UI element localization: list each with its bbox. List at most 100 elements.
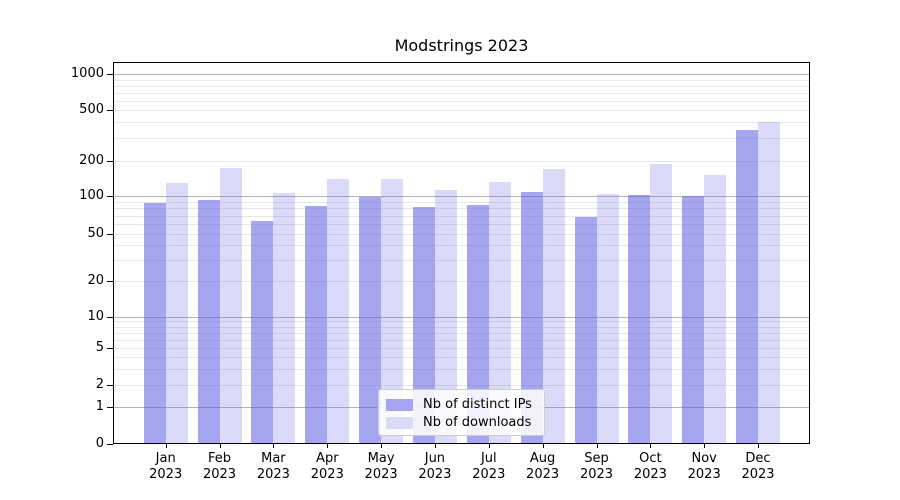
bar-nb-of-downloads-nov [704, 175, 727, 443]
gridline-y-9 [114, 321, 809, 323]
gridline-y-40 [114, 245, 809, 247]
bar-nb-of-downloads-oct [650, 163, 673, 443]
gridline-y-20 [114, 281, 809, 282]
bar-nb-of-downloads-apr [327, 179, 350, 443]
legend-label-distinct-ips: Nb of distinct IPs [423, 397, 532, 412]
y-tick-mark-100 [107, 196, 113, 198]
bar-nb-of-downloads-jul [488, 181, 511, 443]
x-tick-mark-jul [488, 444, 490, 448]
gridline-y-30 [114, 260, 809, 262]
gridline-y-90 [114, 202, 809, 203]
gridline-y-100 [114, 196, 809, 198]
x-tick-month: May [367, 451, 395, 466]
bar-nb-of-distinct-ips-nov [682, 196, 705, 443]
y-tick-label-100: 100 [79, 188, 104, 204]
bar-nb-of-distinct-ips-dec [736, 129, 758, 443]
gridline-y-60 [114, 224, 809, 226]
y-tick-label-0: 0 [95, 436, 104, 451]
x-tick-label-jan: Jan 2023 [134, 451, 198, 483]
x-tick-year: 2023 [202, 467, 237, 482]
bar-nb-of-distinct-ips-sep [574, 217, 597, 443]
y-tick-label-1: 1 [95, 399, 104, 415]
x-tick-label-oct: Oct 2023 [618, 451, 682, 483]
y-tick-mark-5 [107, 347, 113, 349]
gridline-y-10 [114, 316, 809, 318]
legend: Nb of distinct IPs Nb of downloads [378, 389, 545, 436]
gridline-y-700 [114, 92, 809, 94]
y-tick-label-50: 50 [87, 226, 104, 241]
x-tick-year: 2023 [149, 467, 183, 482]
gridline-y-8 [114, 326, 809, 328]
x-tick-year: 2023 [418, 467, 452, 482]
y-tick-label-200: 200 [79, 153, 104, 168]
x-tick-label-jul: Jul 2023 [457, 451, 521, 483]
gridline-y-50 [114, 234, 809, 235]
y-tick-mark-10 [107, 316, 113, 318]
x-tick-month: Jun [424, 451, 446, 466]
gridline-y-2 [114, 385, 809, 386]
gridline-y-900 [114, 79, 809, 81]
gridline-y-1000 [114, 74, 809, 75]
bar-nb-of-distinct-ips-may [359, 197, 382, 443]
bar-nb-of-distinct-ips-jun [412, 207, 435, 443]
bar-nb-of-distinct-ips-mar [251, 220, 274, 443]
gridline-y-80 [114, 208, 809, 210]
x-tick-year: 2023 [364, 467, 398, 482]
plot-area [113, 62, 810, 444]
gridline-y-70 [114, 215, 809, 217]
x-tick-month: Jul [480, 451, 497, 466]
bar-nb-of-distinct-ips-jan [143, 202, 166, 443]
y-tick-label-1000: 1000 [70, 66, 104, 81]
legend-swatch-downloads [386, 416, 413, 429]
y-tick-label-2: 2 [95, 377, 104, 392]
bar-nb-of-distinct-ips-oct [628, 195, 651, 443]
y-tick-label-500: 500 [79, 102, 104, 117]
bar-nb-of-downloads-jan [165, 182, 188, 443]
x-tick-label-aug: Aug 2023 [511, 451, 575, 483]
x-tick-label-sep: Sep 2023 [565, 451, 629, 483]
y-tick-mark-2 [107, 385, 113, 386]
x-tick-year: 2023 [310, 467, 344, 482]
chart-title: Modstrings 2023 [394, 36, 529, 55]
x-tick-month: Dec [745, 451, 771, 466]
x-tick-mark-mar [273, 444, 275, 448]
y-tick-mark-1000 [107, 74, 113, 75]
gridline-y-4 [114, 356, 809, 358]
x-tick-label-apr: Apr 2023 [295, 451, 359, 483]
x-tick-mark-may [381, 444, 383, 448]
x-tick-label-dec: Dec 2023 [726, 451, 790, 483]
y-tick-mark-200 [107, 161, 113, 162]
x-tick-month: Aug [529, 451, 556, 466]
y-tick-mark-500 [107, 110, 113, 111]
x-tick-month: Jan [155, 451, 176, 466]
x-tick-month: Feb [207, 451, 232, 466]
y-tick-label-10: 10 [87, 308, 104, 324]
y-tick-label-20: 20 [87, 273, 104, 288]
bar-nb-of-downloads-feb [219, 167, 242, 443]
bar-nb-of-downloads-jun [434, 190, 457, 443]
legend-swatch-distinct-ips [386, 398, 413, 411]
gridline-y-400 [114, 122, 809, 124]
x-tick-year: 2023 [472, 467, 506, 482]
bar-nb-of-downloads-may [381, 179, 404, 443]
bar-nb-of-downloads-dec [758, 122, 780, 443]
x-tick-mark-dec [758, 444, 759, 448]
gridline-y-300 [114, 138, 809, 140]
gridline-y-500 [114, 110, 809, 111]
legend-item-downloads: Nb of downloads [386, 416, 536, 429]
x-tick-month: Nov [691, 451, 717, 466]
x-tick-mark-feb [219, 444, 221, 448]
y-tick-label-5: 5 [95, 339, 104, 355]
x-tick-year: 2023 [633, 467, 667, 482]
x-tick-year: 2023 [526, 467, 560, 482]
x-tick-year: 2023 [741, 467, 775, 482]
bar-nb-of-distinct-ips-feb [197, 200, 220, 443]
gridline-y-6 [114, 339, 809, 341]
x-tick-label-feb: Feb 2023 [188, 451, 252, 483]
gridline-y-5 [114, 347, 809, 349]
x-tick-year: 2023 [579, 467, 614, 482]
legend-item-distinct-ips: Nb of distinct IPs [386, 398, 536, 411]
x-tick-mark-oct [650, 444, 652, 448]
x-tick-mark-nov [704, 444, 706, 448]
